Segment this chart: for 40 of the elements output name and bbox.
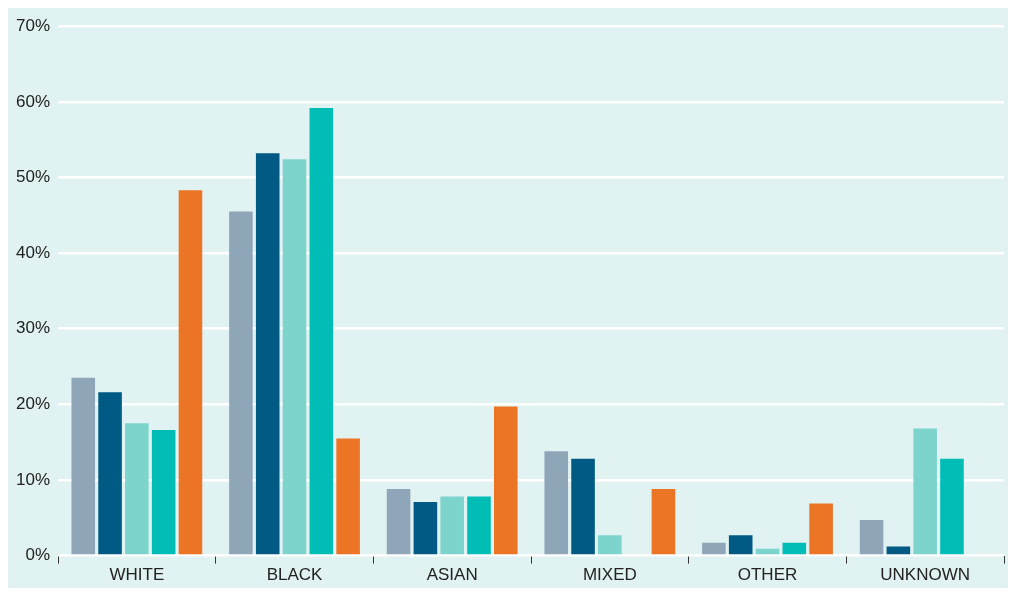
- bar: [71, 377, 96, 555]
- bar: [255, 153, 280, 555]
- bar: [913, 428, 937, 555]
- bar: [178, 190, 203, 555]
- y-tick-label: 50%: [15, 167, 51, 187]
- bar: [782, 542, 807, 555]
- bar: [98, 392, 122, 555]
- bar: [336, 438, 360, 555]
- bar: [544, 451, 569, 555]
- bar: [467, 496, 491, 555]
- y-tick-label: 20%: [15, 394, 51, 414]
- x-tick-label: ASIAN: [426, 565, 478, 585]
- bar: [282, 159, 307, 555]
- x-tick-label: BLACK: [266, 565, 324, 585]
- bar: [702, 542, 726, 555]
- x-tick-label: MIXED: [582, 565, 637, 585]
- bar: [651, 489, 676, 555]
- y-tick-label: 70%: [15, 15, 51, 35]
- x-tick-label: OTHER: [737, 565, 798, 585]
- y-tick-label: 10%: [15, 469, 51, 489]
- bar: [125, 423, 149, 555]
- bar: [413, 501, 438, 555]
- y-tick-label: 30%: [15, 318, 51, 338]
- bar: [309, 107, 334, 555]
- bar: [440, 496, 464, 555]
- bar: [728, 535, 753, 555]
- y-tick-label: 40%: [15, 242, 51, 262]
- bar: [859, 520, 884, 555]
- x-tick-label: WHITE: [109, 565, 165, 585]
- bar: [571, 458, 595, 555]
- bar: [229, 211, 253, 555]
- bar: [940, 458, 964, 555]
- y-tick-label: 60%: [15, 91, 51, 111]
- bar: [809, 503, 833, 555]
- bar: [598, 535, 622, 555]
- y-tick-label: 0%: [25, 545, 51, 565]
- bar: [386, 489, 411, 555]
- bar: [151, 430, 176, 555]
- bar: [493, 406, 518, 555]
- x-tick-label: UNKNOWN: [880, 565, 971, 585]
